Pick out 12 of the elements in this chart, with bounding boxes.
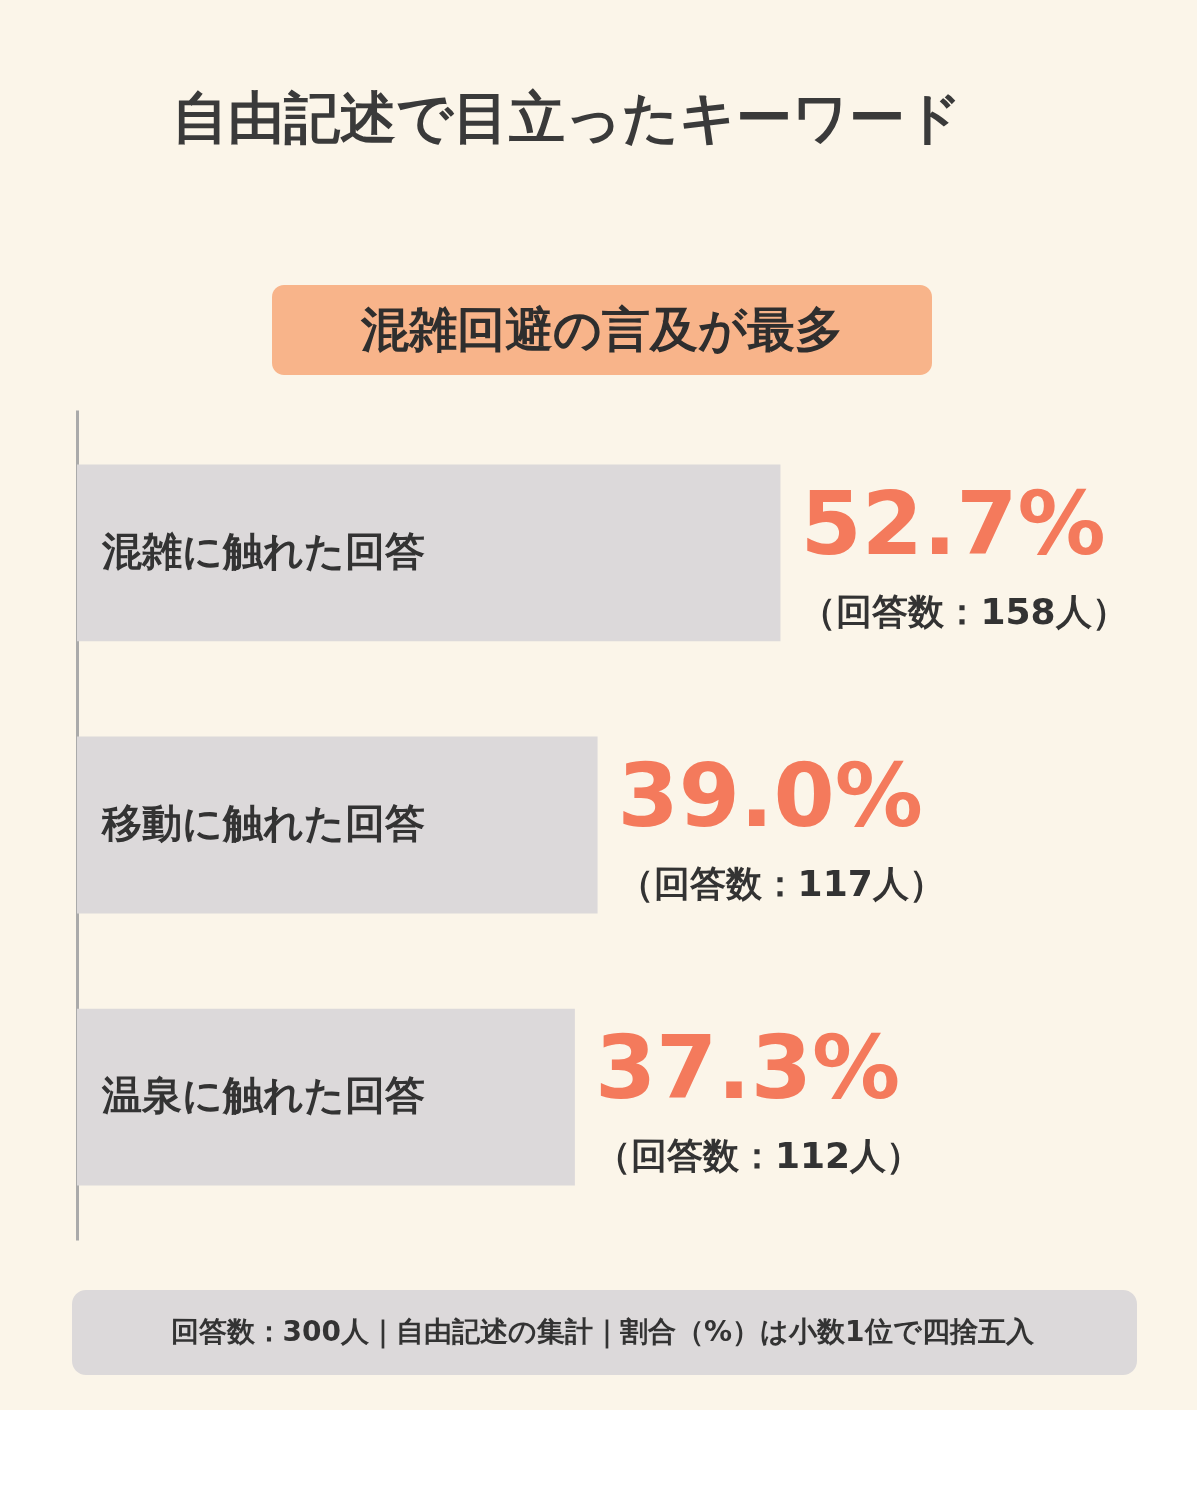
annotation: （回答数：117人） bbox=[617, 863, 945, 904]
annotation: （回答数：112人） bbox=[594, 1135, 923, 1177]
y-tick-label: 移動に触れた回答 bbox=[101, 800, 425, 846]
chart-subtitle: 混雑回避の言及が最多 bbox=[360, 301, 843, 357]
data-label: 39.0% bbox=[617, 744, 923, 847]
y-tick-label: 温泉に触れた回答 bbox=[101, 1072, 425, 1119]
chart-title: 自由記述で目立ったキーワード bbox=[172, 85, 962, 150]
text: 回答数：300人｜自由記述の集計｜割合（%）は小数1位で四捨五入 bbox=[170, 1315, 1035, 1349]
y-tick-label: 混雑に触れた回答 bbox=[101, 527, 425, 574]
data-label: 37.3% bbox=[594, 1016, 901, 1120]
data-label: 52.7% bbox=[800, 471, 1106, 575]
annotation: （回答数：158人） bbox=[800, 590, 1128, 632]
